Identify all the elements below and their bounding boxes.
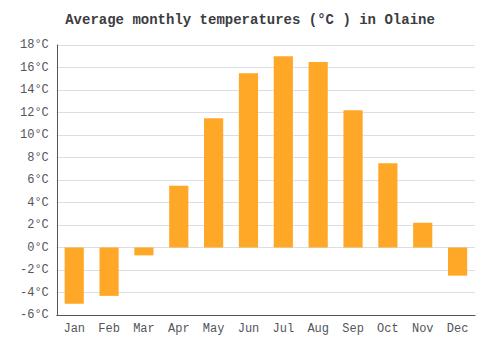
svg-text:6°C: 6°C: [27, 173, 49, 187]
svg-text:Average monthly temperatures (: Average monthly temperatures (°C ) in Ol…: [65, 12, 435, 28]
svg-text:-4°C: -4°C: [20, 286, 49, 300]
svg-text:Jun: Jun: [238, 322, 260, 336]
svg-text:Apr: Apr: [168, 322, 190, 336]
svg-text:Aug: Aug: [307, 322, 329, 336]
svg-text:May: May: [203, 322, 225, 336]
svg-text:4°C: 4°C: [27, 196, 49, 210]
svg-text:-6°C: -6°C: [20, 308, 49, 322]
svg-text:Feb: Feb: [98, 322, 120, 336]
svg-text:Jan: Jan: [63, 322, 85, 336]
svg-text:-2°C: -2°C: [20, 263, 49, 277]
svg-text:8°C: 8°C: [27, 151, 49, 165]
svg-text:2°C: 2°C: [27, 218, 49, 232]
svg-text:Mar: Mar: [133, 322, 155, 336]
svg-text:12°C: 12°C: [20, 106, 49, 120]
svg-text:18°C: 18°C: [20, 38, 49, 52]
svg-text:Nov: Nov: [412, 322, 434, 336]
svg-text:10°C: 10°C: [20, 128, 49, 142]
svg-text:Sep: Sep: [342, 322, 364, 336]
svg-text:14°C: 14°C: [20, 83, 49, 97]
svg-text:0°C: 0°C: [27, 241, 49, 255]
svg-text:Dec: Dec: [447, 322, 469, 336]
svg-text:Jul: Jul: [273, 322, 295, 336]
svg-text:Oct: Oct: [377, 322, 399, 336]
svg-text:16°C: 16°C: [20, 61, 49, 75]
